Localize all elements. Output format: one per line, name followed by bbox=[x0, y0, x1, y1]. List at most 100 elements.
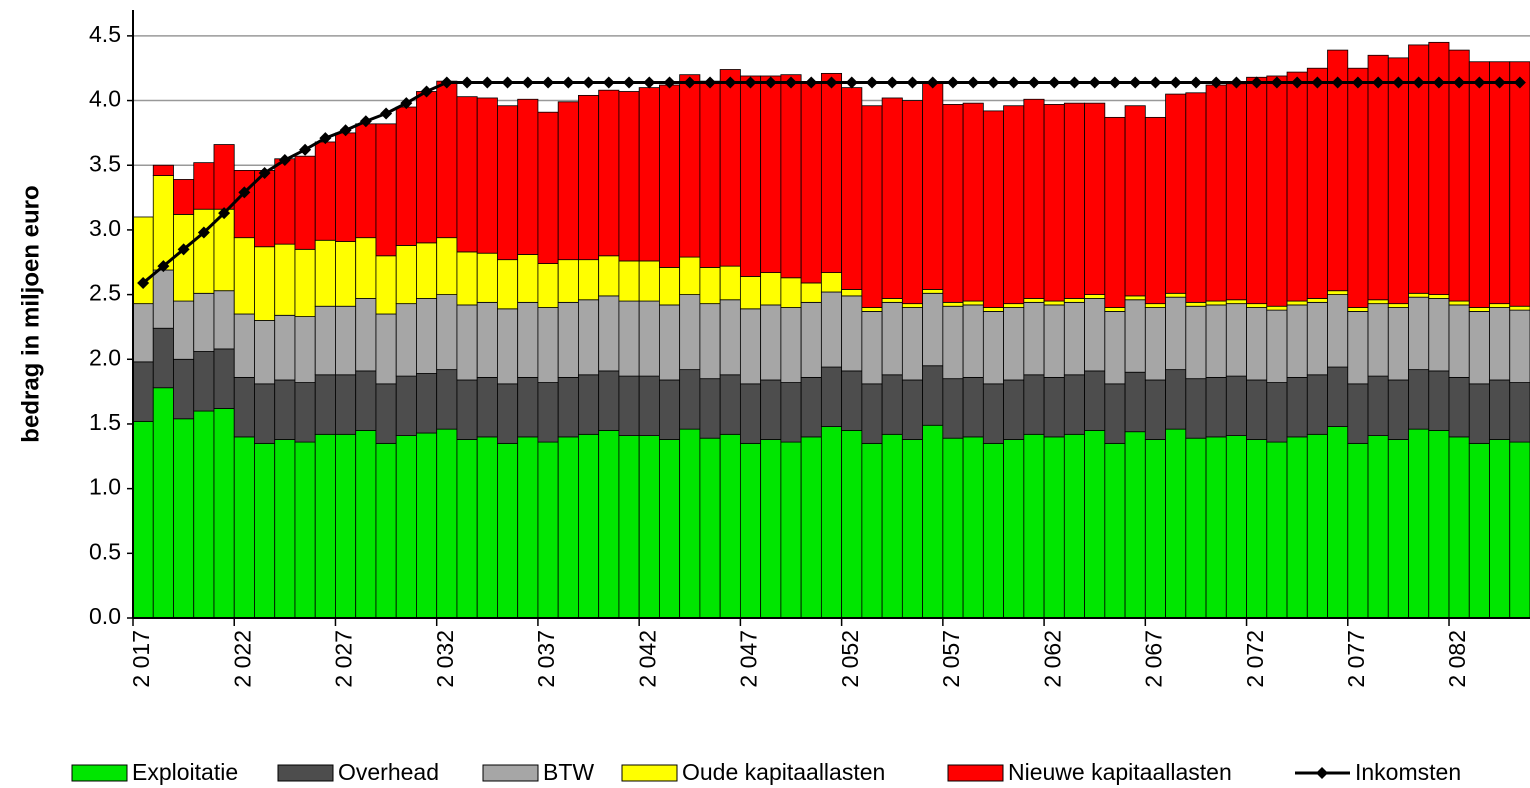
bar-segment bbox=[1266, 309, 1288, 383]
line-marker bbox=[1291, 76, 1304, 89]
line-marker bbox=[987, 76, 1000, 89]
y-tick-label: 0.5 bbox=[89, 538, 121, 564]
line-marker bbox=[319, 132, 332, 145]
x-tick-label: 2 022 bbox=[229, 630, 255, 688]
bar-segment bbox=[1144, 307, 1166, 381]
bar-segment bbox=[233, 170, 255, 239]
bar-segment bbox=[881, 433, 903, 619]
bar-segment bbox=[476, 376, 498, 438]
bar-segment bbox=[739, 383, 762, 444]
bar-segment bbox=[497, 383, 519, 444]
bar-segment bbox=[1286, 304, 1308, 378]
y-tick-label: 3.0 bbox=[89, 215, 121, 241]
bar-segment bbox=[1286, 300, 1308, 306]
bar-segment bbox=[1327, 290, 1349, 295]
line-marker bbox=[724, 76, 737, 89]
line-marker bbox=[845, 76, 858, 89]
bar-segment bbox=[1185, 305, 1207, 380]
bar-segment bbox=[1124, 371, 1146, 433]
bar-segment bbox=[314, 239, 336, 307]
bar-segment bbox=[375, 313, 397, 385]
bar-segment bbox=[1124, 105, 1146, 297]
bar-segment bbox=[962, 300, 984, 306]
bar-segment bbox=[132, 420, 154, 619]
bar-segment bbox=[739, 276, 762, 310]
bar-segment bbox=[436, 294, 458, 371]
bar-segment bbox=[497, 259, 519, 310]
bar-segment bbox=[1185, 92, 1207, 303]
bar-segment bbox=[659, 379, 681, 440]
bar-segment bbox=[456, 439, 478, 619]
bar-segment bbox=[517, 254, 539, 303]
line-marker bbox=[1189, 76, 1202, 89]
bar-segment bbox=[1165, 292, 1187, 298]
bar-segment bbox=[800, 436, 822, 619]
bar-segment bbox=[922, 292, 944, 367]
bar-segment bbox=[1165, 296, 1187, 371]
bar-segment bbox=[436, 237, 458, 295]
line-marker bbox=[521, 76, 534, 89]
bar-segment bbox=[314, 141, 336, 241]
bar-segment bbox=[1266, 75, 1288, 307]
bar-segment bbox=[173, 358, 195, 420]
bar-segment bbox=[922, 424, 944, 619]
bar-segment bbox=[1509, 309, 1530, 383]
bar-segment bbox=[254, 383, 276, 444]
bar-segment bbox=[618, 435, 640, 619]
bar-segment bbox=[881, 301, 903, 376]
line-marker bbox=[177, 243, 190, 256]
bar-segment bbox=[638, 435, 660, 619]
bar-segment bbox=[1003, 379, 1025, 440]
bar-segment bbox=[1367, 303, 1389, 377]
bar-segment bbox=[557, 101, 579, 261]
bar-segment bbox=[1063, 374, 1085, 435]
bar-segment bbox=[679, 428, 701, 619]
legend-swatch bbox=[621, 764, 678, 782]
legend-label: Oude kapitaallasten bbox=[682, 759, 885, 785]
y-tick-label: 2.0 bbox=[89, 344, 121, 370]
y-tick-label: 0.0 bbox=[89, 603, 121, 629]
bar-segment bbox=[274, 243, 296, 316]
bar-segment bbox=[578, 433, 600, 619]
bar-segment bbox=[152, 387, 174, 619]
bar-segment bbox=[294, 382, 316, 443]
bar-segment bbox=[355, 430, 377, 619]
bar-segment bbox=[800, 376, 822, 438]
bar-segment bbox=[557, 301, 579, 378]
bar-segment bbox=[942, 305, 964, 380]
bar-segment bbox=[1246, 303, 1268, 308]
bar-segment bbox=[1286, 71, 1308, 302]
bar-segment bbox=[820, 291, 843, 368]
bar-segment bbox=[193, 351, 215, 412]
bar-segment bbox=[820, 426, 843, 619]
line-marker bbox=[1169, 76, 1182, 89]
y-axis-label: bedrag in miljoen euro bbox=[17, 185, 44, 442]
line-marker bbox=[1432, 76, 1445, 89]
line-marker bbox=[218, 207, 231, 220]
bar-segment bbox=[841, 289, 863, 297]
bar-segment bbox=[213, 290, 235, 350]
bar-segment bbox=[132, 216, 154, 305]
bar-segment bbox=[1023, 301, 1045, 376]
bar-segment bbox=[1489, 303, 1511, 308]
bar-segment bbox=[436, 369, 458, 430]
line-marker bbox=[1372, 76, 1385, 89]
bar-segment bbox=[739, 75, 762, 277]
bar-segment bbox=[1023, 433, 1045, 619]
bar-segment bbox=[800, 282, 822, 303]
bar-segment bbox=[152, 175, 174, 271]
bar-segment bbox=[1124, 299, 1146, 373]
bar-segment bbox=[254, 320, 276, 385]
line-marker bbox=[1331, 76, 1344, 89]
bar-segment bbox=[699, 267, 721, 305]
bar-segment bbox=[395, 303, 417, 377]
bar-segment bbox=[537, 307, 559, 383]
bar-segment bbox=[1084, 370, 1106, 431]
bar-segment bbox=[1448, 436, 1470, 619]
bar-segment bbox=[638, 260, 660, 302]
legend-label: BTW bbox=[543, 759, 594, 785]
bar-segment bbox=[578, 94, 600, 261]
bar-segment bbox=[982, 307, 1004, 312]
bar-segment bbox=[901, 303, 924, 308]
bar-segment bbox=[213, 348, 235, 409]
